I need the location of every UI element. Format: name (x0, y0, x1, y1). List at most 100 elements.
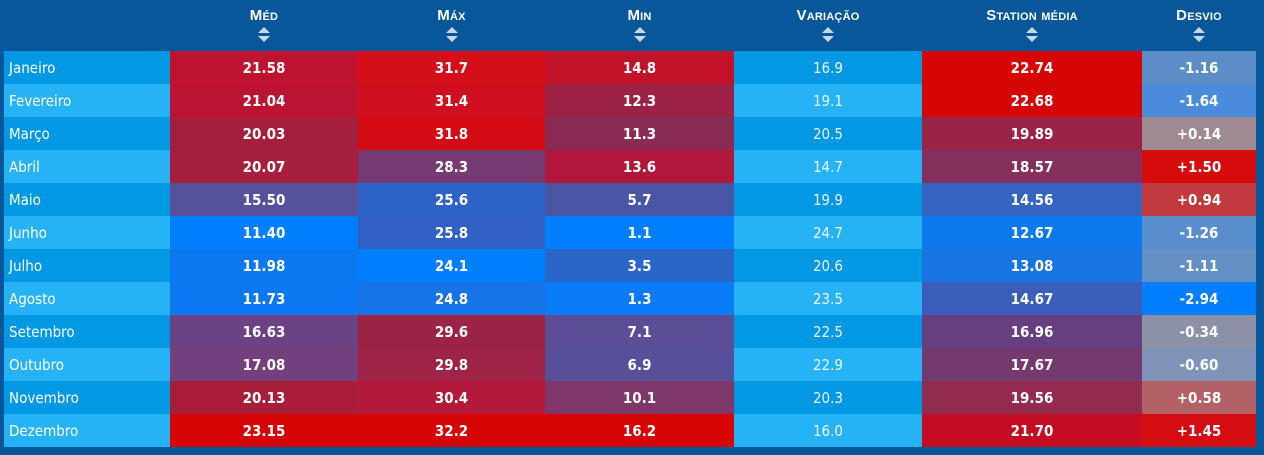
cell-med: 11.98 (170, 249, 358, 282)
table-body: Janeiro 21.58 31.7 14.8 16.9 22.74 -1.16 Fevere… (4, 51, 1256, 447)
cell-min: 14.8 (545, 51, 734, 84)
cell-max: 31.7 (358, 51, 545, 84)
cell-station: 14.56 (922, 183, 1142, 216)
cell-desvio: +1.50 (1142, 150, 1256, 183)
cell-max: 25.8 (358, 216, 545, 249)
header-month (4, 0, 170, 51)
sort-icon[interactable] (258, 27, 270, 43)
cell-min: 16.2 (545, 414, 734, 447)
table-row: Julho 11.98 24.1 3.5 20.6 13.08 -1.11 (4, 249, 1256, 282)
cell-desvio: +0.58 (1142, 381, 1256, 414)
cell-desvio: +0.94 (1142, 183, 1256, 216)
cell-month: Junho (4, 216, 170, 249)
sort-icon[interactable] (1193, 27, 1205, 43)
header-variacao-label: Variação (796, 7, 860, 24)
cell-max: 25.6 (358, 183, 545, 216)
table-row: Setembro 16.63 29.6 7.1 22.5 16.96 -0.34 (4, 315, 1256, 348)
cell-variacao: 24.7 (734, 216, 922, 249)
cell-station: 13.08 (922, 249, 1142, 282)
sort-icon[interactable] (445, 27, 458, 43)
cell-desvio: -1.11 (1142, 249, 1256, 282)
cell-station: 22.74 (922, 51, 1142, 84)
sort-icon[interactable] (822, 27, 834, 43)
cell-desvio: -0.34 (1142, 315, 1256, 348)
cell-min: 1.3 (545, 282, 734, 315)
cell-max: 32.2 (358, 414, 545, 447)
header-max[interactable]: Máx (358, 0, 545, 51)
header-min[interactable]: Min (545, 0, 734, 51)
header-station[interactable]: Station média (922, 0, 1142, 51)
table-row: Junho 11.40 25.8 1.1 24.7 12.67 -1.26 (4, 216, 1256, 249)
cell-month: Agosto (4, 282, 170, 315)
cell-med: 11.73 (170, 282, 358, 315)
cell-variacao: 20.3 (734, 381, 922, 414)
cell-med: 23.15 (170, 414, 358, 447)
cell-month: Novembro (4, 381, 170, 414)
table-row: Março 20.03 31.8 11.3 20.5 19.89 +0.14 (4, 117, 1256, 150)
cell-variacao: 16.9 (734, 51, 922, 84)
header-desvio[interactable]: Desvio (1142, 0, 1256, 51)
header-desvio-label: Desvio (1176, 7, 1222, 24)
cell-desvio: +0.14 (1142, 117, 1256, 150)
cell-station: 21.70 (922, 414, 1142, 447)
table-header: Méd Máx Min Variação Station média Desvi… (4, 0, 1256, 51)
cell-med: 20.03 (170, 117, 358, 150)
cell-month: Julho (4, 249, 170, 282)
table-row: Novembro 20.13 30.4 10.1 20.3 19.56 +0.58 (4, 381, 1256, 414)
cell-month: Setembro (4, 315, 170, 348)
cell-desvio: -0.60 (1142, 348, 1256, 381)
cell-desvio: -1.64 (1142, 84, 1256, 117)
header-max-label: Máx (437, 7, 466, 24)
cell-variacao: 22.5 (734, 315, 922, 348)
cell-min: 1.1 (545, 216, 734, 249)
cell-month: Dezembro (4, 414, 170, 447)
cell-desvio: -1.26 (1142, 216, 1256, 249)
table-row: Outubro 17.08 29.8 6.9 22.9 17.67 -0.60 (4, 348, 1256, 381)
cell-min: 6.9 (545, 348, 734, 381)
cell-variacao: 20.6 (734, 249, 922, 282)
cell-max: 31.4 (358, 84, 545, 117)
table-row: Maio 15.50 25.6 5.7 19.9 14.56 +0.94 (4, 183, 1256, 216)
cell-variacao: 19.9 (734, 183, 922, 216)
header-variacao[interactable]: Variação (734, 0, 922, 51)
cell-max: 24.8 (358, 282, 545, 315)
table-row: Abril 20.07 28.3 13.6 14.7 18.57 +1.50 (4, 150, 1256, 183)
header-med[interactable]: Méd (170, 0, 358, 51)
cell-month: Janeiro (4, 51, 170, 84)
cell-min: 3.5 (545, 249, 734, 282)
cell-variacao: 19.1 (734, 84, 922, 117)
header-med-label: Méd (249, 7, 279, 24)
cell-variacao: 20.5 (734, 117, 922, 150)
cell-med: 21.58 (170, 51, 358, 84)
header-station-label: Station média (986, 7, 1078, 24)
sort-icon[interactable] (1026, 27, 1038, 43)
cell-med: 15.50 (170, 183, 358, 216)
cell-max: 29.6 (358, 315, 545, 348)
climate-table: Méd Máx Min Variação Station média Desvi… (4, 0, 1256, 455)
cell-min: 7.1 (545, 315, 734, 348)
cell-month: Abril (4, 150, 170, 183)
sort-icon[interactable] (633, 27, 646, 43)
cell-desvio: -1.16 (1142, 51, 1256, 84)
cell-month: Março (4, 117, 170, 150)
cell-med: 17.08 (170, 348, 358, 381)
cell-station: 19.89 (922, 117, 1142, 150)
cell-min: 10.1 (545, 381, 734, 414)
cell-min: 5.7 (545, 183, 734, 216)
table-row: Fevereiro 21.04 31.4 12.3 19.1 22.68 -1.64 (4, 84, 1256, 117)
cell-station: 19.56 (922, 381, 1142, 414)
cell-min: 12.3 (545, 84, 734, 117)
cell-station: 14.67 (922, 282, 1142, 315)
table-row: Janeiro 21.58 31.7 14.8 16.9 22.74 -1.16 (4, 51, 1256, 84)
cell-station: 12.67 (922, 216, 1142, 249)
cell-month: Outubro (4, 348, 170, 381)
cell-month: Fevereiro (4, 84, 170, 117)
cell-variacao: 14.7 (734, 150, 922, 183)
cell-med: 21.04 (170, 84, 358, 117)
cell-station: 18.57 (922, 150, 1142, 183)
cell-variacao: 16.0 (734, 414, 922, 447)
cell-station: 16.96 (922, 315, 1142, 348)
cell-desvio: -2.94 (1142, 282, 1256, 315)
cell-station: 17.67 (922, 348, 1142, 381)
cell-med: 16.63 (170, 315, 358, 348)
